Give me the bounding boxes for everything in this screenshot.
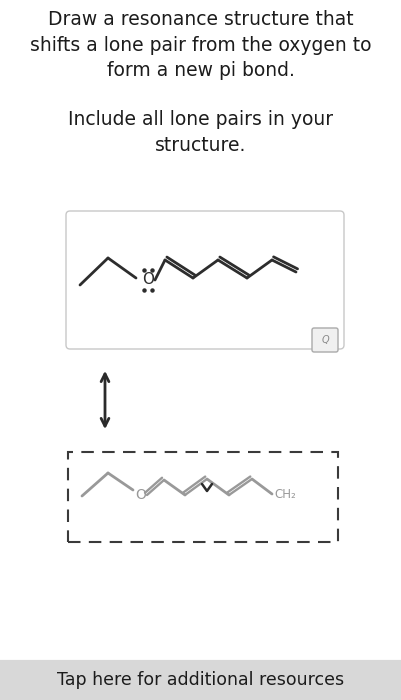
Text: Draw a resonance structure that
shifts a lone pair from the oxygen to
form a new: Draw a resonance structure that shifts a… [30, 10, 371, 80]
Text: CH₂: CH₂ [273, 487, 295, 500]
Text: O: O [135, 488, 146, 502]
Text: Tap here for additional resources: Tap here for additional resources [57, 671, 344, 689]
Text: Include all lone pairs in your
structure.: Include all lone pairs in your structure… [68, 110, 333, 155]
FancyBboxPatch shape [66, 211, 343, 349]
Text: Q: Q [320, 335, 328, 345]
Text: O: O [142, 272, 154, 288]
Bar [0, 660, 401, 700]
Bar [68, 452, 337, 542]
FancyBboxPatch shape [311, 328, 337, 352]
